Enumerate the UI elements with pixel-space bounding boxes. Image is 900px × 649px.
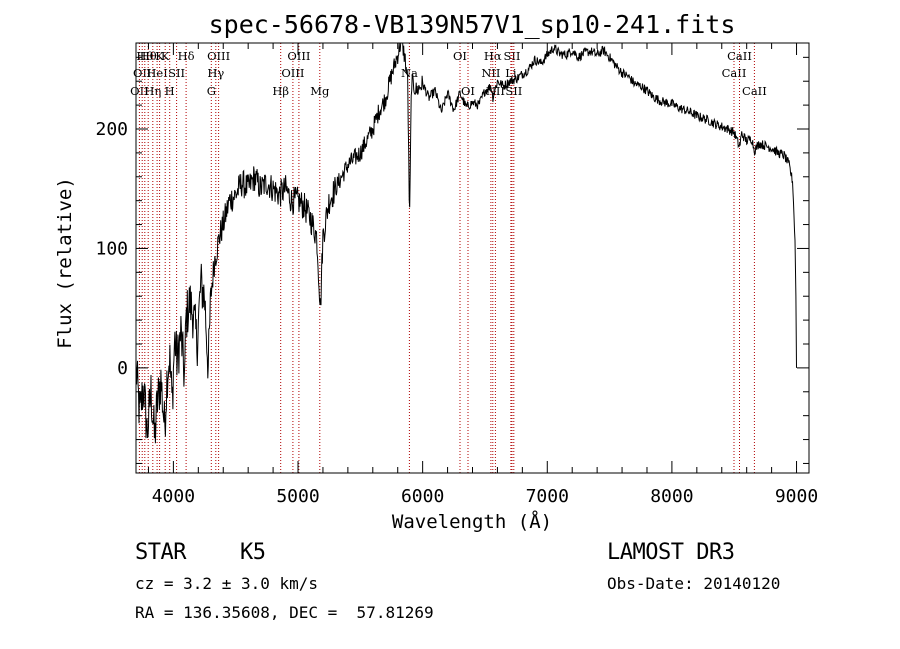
line-marker-label-6: K [155, 49, 164, 63]
line-marker-label-16: OIII [287, 49, 310, 63]
line-marker-label-22: Hα [484, 49, 502, 63]
line-marker-label-8: H [165, 84, 175, 98]
line-marker-label-27: CaII [722, 66, 747, 80]
line-marker-label-26: SII [505, 84, 522, 98]
x-tick-label-0: 4000 [152, 486, 195, 507]
subclass: K5 [240, 540, 266, 565]
line-marker-label-10: Hδ [178, 49, 195, 63]
line-marker-label-15: OIII [281, 66, 304, 80]
line-marker-label-25: SII [504, 49, 521, 63]
line-marker-label-11: G [207, 84, 216, 98]
x-axis-label: Wavelength (Å) [392, 510, 552, 533]
line-marker-label-4: Hη [144, 84, 161, 98]
line-marker-label-5: HeI [146, 66, 167, 80]
line-marker-label-2: Hθ [136, 49, 153, 63]
y-tick-label-0: 0 [117, 358, 128, 379]
line-marker-label-12: Hγ [207, 66, 224, 80]
line-marker-label-20: OI [461, 84, 475, 98]
object-class: STAR [135, 540, 186, 565]
chart-title: spec-56678-VB139N57V1_sp10-241.fits [209, 10, 736, 39]
line-marker-label-21: NII [481, 66, 500, 80]
x-tick-label-2: 6000 [401, 486, 444, 507]
line-marker-label-3: Hθ [140, 49, 157, 63]
line-marker-label-14: Hβ [272, 84, 289, 98]
line-marker-label-9: SII [168, 66, 185, 80]
x-tick-label-5: 9000 [775, 486, 818, 507]
x-tick-label-3: 7000 [526, 486, 569, 507]
line-marker-label-24: Li [505, 66, 517, 80]
line-marker-label-19: OI [453, 49, 467, 63]
line-marker-label-28: CaII [727, 49, 752, 63]
obs-date: Obs-Date: 20140120 [607, 574, 781, 593]
redshift-cz: cz = 3.2 ± 3.0 km/s [135, 574, 319, 593]
coordinates: RA = 136.35608, DEC = 57.81269 [135, 603, 434, 622]
y-tick-label-1: 100 [95, 238, 128, 259]
survey-name: LAMOST DR3 [607, 540, 735, 565]
line-marker-label-1: OII [133, 66, 152, 80]
line-marker-label-13: OIII [207, 49, 230, 63]
x-tick-label-4: 8000 [650, 486, 693, 507]
y-axis-label: Flux (relative) [54, 177, 76, 349]
line-marker-label-29: CaII [742, 84, 767, 98]
y-tick-label-2: 200 [95, 119, 128, 140]
line-marker-label-17: Mg [310, 84, 330, 98]
line-marker-label-0: OII [130, 84, 149, 98]
plot-frame [135, 42, 810, 474]
series-layer [135, 42, 797, 444]
line-marker-label-18: Na [401, 66, 418, 80]
x-tick-label-1: 5000 [276, 486, 319, 507]
line-marker-label-7: K [161, 49, 170, 63]
spectrum-line [135, 42, 797, 444]
axis-ticks: 4000 5000 6000 7000 8000 9000 0 100 200 [95, 43, 818, 507]
